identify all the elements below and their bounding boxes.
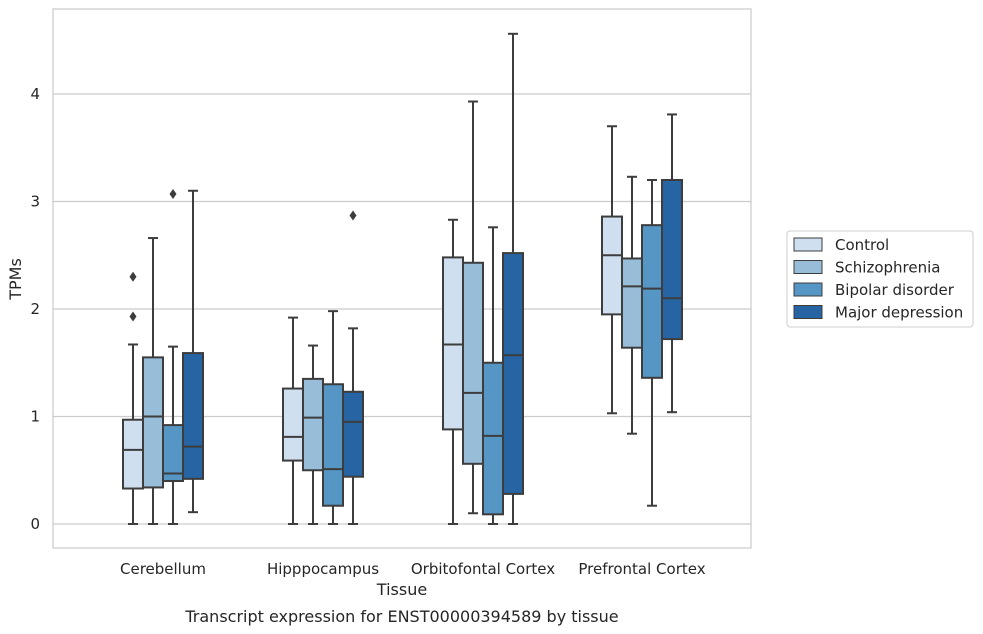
- box-body: [142, 356, 164, 489]
- plot-frame: [52, 8, 752, 549]
- legend: Control Schizophrenia Bipolar disorder Majo…: [786, 230, 974, 328]
- legend-swatch-4: [793, 305, 823, 319]
- box-body: [282, 387, 304, 462]
- y-tick-labels: 0 1 2 3 4: [30, 85, 40, 533]
- y-axis-title: TPMs: [6, 258, 25, 301]
- outlier-point-1: [169, 188, 177, 199]
- x-axis-title: Tissue: [376, 580, 427, 599]
- outlier-point-2: [129, 271, 137, 282]
- x-tick-labels: Cerebellum Hipppocampus Orbitofontal Corte…: [120, 560, 706, 578]
- series-3: [162, 179, 663, 525]
- box-body: [462, 261, 484, 465]
- x-tick-label-3: Orbitofontal Cortex: [411, 560, 555, 578]
- box-4-2: [342, 210, 364, 525]
- box-series: [122, 32, 683, 525]
- box-2-1: [142, 237, 164, 525]
- legend-frame: [786, 230, 974, 328]
- outlier-point-1: [129, 311, 137, 322]
- legend-swatch-3: [793, 282, 823, 297]
- outlier-point-1: [349, 210, 357, 221]
- series-1: [122, 125, 623, 525]
- box-body: [482, 361, 504, 516]
- box-4-4: [661, 113, 683, 414]
- x-tick-label-1: Cerebellum: [120, 560, 206, 578]
- y-tick-label-3: 3: [30, 193, 40, 211]
- box-body: [322, 383, 344, 507]
- box-1-1: [122, 271, 144, 525]
- box-body: [182, 352, 204, 480]
- box-body: [502, 252, 524, 495]
- box-body: [342, 390, 364, 478]
- chart-caption: Transcript expression for ENST0000039458…: [184, 607, 618, 626]
- series-2: [142, 100, 643, 525]
- legend-swatch-1: [793, 237, 823, 252]
- box-1-2: [282, 316, 304, 525]
- box-4-3: [502, 32, 524, 525]
- box-body: [122, 418, 144, 490]
- box-body: [601, 215, 623, 316]
- box-4-1: [182, 189, 204, 514]
- box-body: [302, 377, 324, 472]
- y-tick-label-2: 2: [30, 300, 40, 318]
- legend-label-1: Control: [835, 236, 889, 254]
- box-3-4: [641, 179, 663, 507]
- y-tick-label-4: 4: [30, 85, 40, 103]
- y-tick-label-1: 1: [30, 408, 40, 426]
- box-body: [661, 179, 683, 341]
- box-1-4: [601, 125, 623, 415]
- box-body: [442, 256, 464, 431]
- legend-label-3: Bipolar disorder: [835, 281, 955, 299]
- box-body: [621, 257, 643, 349]
- box-body: [641, 224, 663, 379]
- x-tick-label-2: Hipppocampus: [267, 560, 379, 578]
- box-3-1: [162, 188, 184, 525]
- legend-label-2: Schizophrenia: [835, 259, 940, 277]
- legend-label-4: Major depression: [835, 304, 963, 322]
- x-tick-label-4: Prefrontal Cortex: [578, 560, 705, 578]
- box-2-4: [621, 175, 643, 435]
- series-4: [182, 32, 683, 525]
- legend-swatch-2: [793, 260, 823, 274]
- y-tick-label-0: 0: [30, 515, 40, 533]
